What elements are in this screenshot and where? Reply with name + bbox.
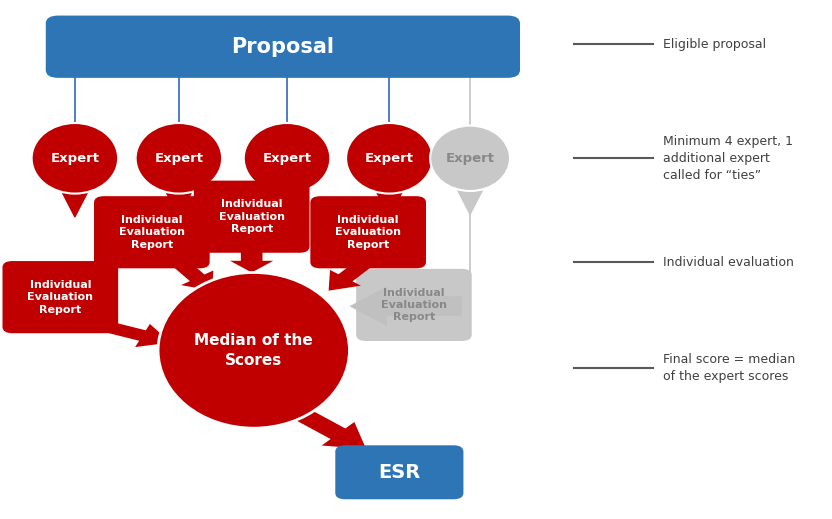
Polygon shape (349, 286, 462, 326)
Text: Median of the
Scores: Median of the Scores (195, 333, 313, 368)
FancyBboxPatch shape (2, 261, 118, 333)
FancyBboxPatch shape (310, 196, 426, 268)
FancyBboxPatch shape (46, 16, 520, 78)
Ellipse shape (346, 123, 433, 194)
Text: Individual
Evaluation
Report: Individual Evaluation Report (119, 215, 185, 250)
Ellipse shape (136, 123, 222, 194)
Text: Individual
Evaluation
Report: Individual Evaluation Report (219, 199, 285, 234)
Text: Expert: Expert (365, 152, 414, 165)
Text: Eligible proposal: Eligible proposal (663, 37, 766, 51)
Polygon shape (274, 191, 300, 217)
Ellipse shape (244, 123, 330, 194)
Ellipse shape (158, 272, 349, 428)
Text: Minimum 4 expert, 1
additional expert
called for “ties”: Minimum 4 expert, 1 additional expert ca… (663, 135, 793, 182)
Text: Proposal: Proposal (231, 37, 334, 57)
Polygon shape (105, 322, 171, 347)
Polygon shape (329, 258, 373, 291)
Polygon shape (296, 410, 366, 449)
Ellipse shape (32, 123, 118, 194)
Text: Individual
Evaluation
Report: Individual Evaluation Report (381, 288, 447, 322)
Text: Final score = median
of the expert scores: Final score = median of the expert score… (663, 353, 795, 384)
FancyBboxPatch shape (356, 269, 472, 341)
Polygon shape (62, 191, 88, 217)
Text: Individual
Evaluation
Report: Individual Evaluation Report (335, 215, 401, 250)
Text: Expert: Expert (446, 152, 494, 165)
Text: Individual
Evaluation
Report: Individual Evaluation Report (27, 280, 93, 315)
Polygon shape (171, 259, 213, 291)
Text: Individual evaluation: Individual evaluation (663, 255, 794, 269)
FancyBboxPatch shape (335, 445, 463, 499)
Polygon shape (376, 191, 403, 217)
Text: Expert: Expert (51, 152, 99, 165)
Text: Expert: Expert (155, 152, 203, 165)
Text: Expert: Expert (263, 152, 311, 165)
FancyBboxPatch shape (194, 181, 310, 253)
Polygon shape (230, 247, 273, 272)
FancyBboxPatch shape (94, 196, 210, 268)
Polygon shape (166, 191, 192, 217)
Polygon shape (457, 188, 483, 214)
Text: ESR: ESR (379, 463, 420, 482)
Ellipse shape (430, 126, 510, 191)
